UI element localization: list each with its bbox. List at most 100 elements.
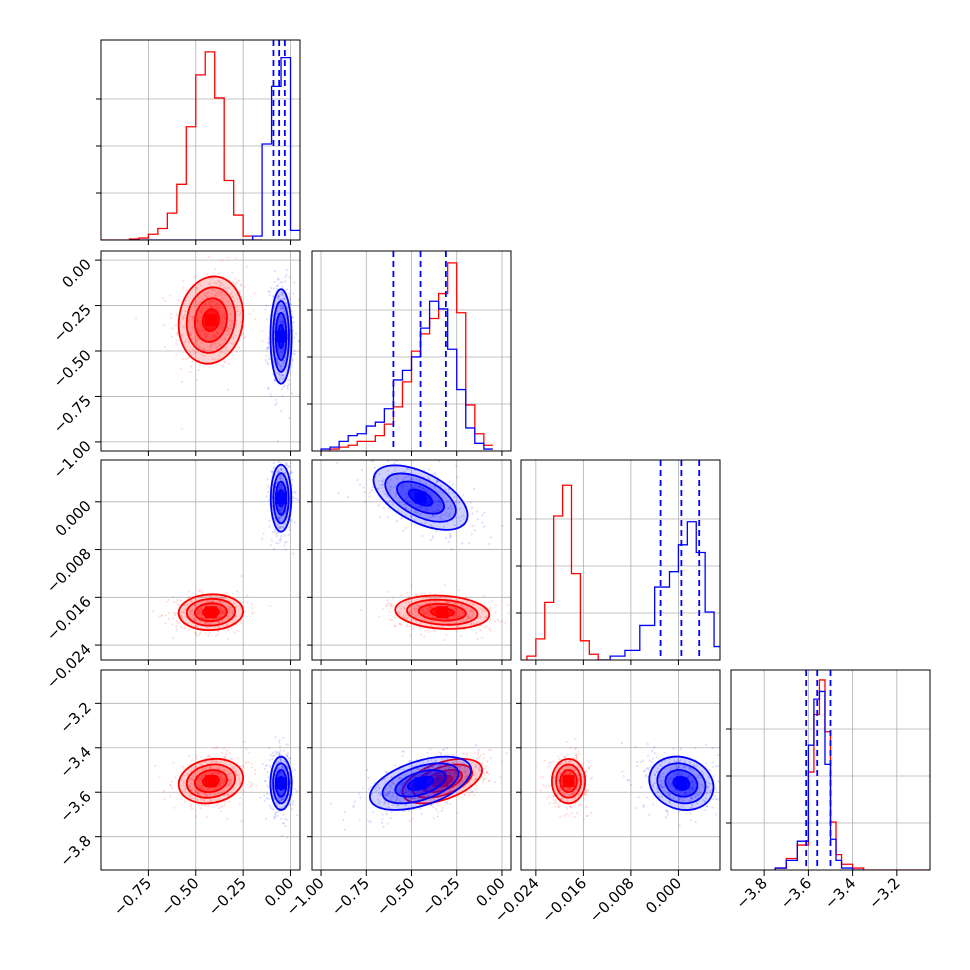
scatter-point bbox=[272, 470, 275, 473]
scatter-point bbox=[465, 775, 468, 779]
scatter-point bbox=[479, 770, 482, 773]
scatter-point bbox=[400, 487, 403, 490]
scatter-point bbox=[275, 402, 278, 405]
scatter-point bbox=[208, 283, 211, 286]
scatter-point bbox=[207, 755, 211, 758]
scatter-point bbox=[207, 772, 210, 775]
scatter-point bbox=[406, 616, 409, 620]
scatter-point bbox=[248, 751, 251, 754]
scatter-point bbox=[413, 797, 416, 800]
scatter-point bbox=[283, 376, 286, 379]
scatter-point bbox=[463, 793, 467, 796]
scatter-point bbox=[568, 805, 571, 808]
scatter-point bbox=[428, 798, 431, 801]
scatter-point bbox=[204, 334, 208, 337]
scatter-point bbox=[648, 813, 651, 816]
scatter-point bbox=[218, 798, 221, 801]
scatter-point bbox=[419, 773, 422, 776]
scatter-point bbox=[512, 612, 514, 614]
scatter-point bbox=[410, 478, 413, 481]
scatter-point bbox=[224, 337, 227, 340]
scatter-point bbox=[227, 637, 230, 640]
scatter-point bbox=[440, 758, 443, 761]
scatter-point bbox=[336, 461, 339, 464]
scatter-point bbox=[563, 814, 566, 817]
scatter-point bbox=[197, 612, 201, 615]
scatter-point bbox=[399, 485, 402, 488]
scatter-point bbox=[282, 759, 285, 762]
scatter-point bbox=[282, 379, 285, 382]
scatter-point bbox=[456, 625, 459, 628]
scatter-point bbox=[162, 297, 165, 300]
scatter-point bbox=[555, 768, 559, 772]
scatter-point bbox=[576, 794, 580, 797]
scatter-point bbox=[552, 776, 555, 780]
scatter-point bbox=[558, 758, 561, 761]
scatter-point bbox=[182, 781, 185, 785]
scatter-point bbox=[196, 321, 199, 324]
scatter-point bbox=[266, 347, 270, 350]
scatter-point bbox=[410, 797, 413, 800]
scatter-point bbox=[215, 331, 218, 334]
scatter-point bbox=[278, 741, 281, 744]
scatter-point bbox=[390, 775, 393, 779]
scatter-point bbox=[278, 378, 281, 381]
scatter-point bbox=[421, 598, 424, 601]
scatter-point bbox=[704, 800, 707, 803]
scatter-point bbox=[295, 497, 298, 500]
scatter-point bbox=[461, 780, 464, 783]
scatter-point bbox=[554, 800, 557, 803]
scatter-point bbox=[399, 790, 402, 793]
scatter-point bbox=[277, 460, 281, 463]
scatter-point bbox=[206, 787, 210, 790]
scatter-point bbox=[420, 522, 423, 525]
scatter-point bbox=[176, 599, 179, 602]
scatter-point bbox=[219, 596, 222, 600]
scatter-point bbox=[589, 777, 592, 780]
scatter-point bbox=[681, 798, 684, 801]
scatter-point bbox=[222, 611, 225, 614]
scatter-point bbox=[286, 818, 289, 821]
scatter-point bbox=[211, 287, 214, 290]
scatter-point bbox=[412, 627, 415, 630]
scatter-point bbox=[296, 498, 300, 501]
scatter-point bbox=[429, 773, 432, 776]
scatter-point bbox=[552, 798, 555, 801]
scatter-point bbox=[571, 812, 574, 815]
contour-red bbox=[177, 593, 245, 632]
scatter-point bbox=[410, 477, 413, 480]
scatter-point bbox=[677, 771, 680, 774]
scatter-point bbox=[286, 385, 289, 388]
scatter-point bbox=[498, 620, 502, 624]
scatter-point bbox=[414, 797, 417, 800]
scatter-point bbox=[227, 607, 230, 610]
scatter-point bbox=[212, 603, 215, 607]
scatter-point bbox=[290, 518, 293, 521]
scatter-point bbox=[429, 516, 432, 519]
scatter-point bbox=[181, 765, 184, 768]
scatter-point bbox=[281, 507, 284, 510]
scatter-point bbox=[188, 793, 191, 797]
scatter-point bbox=[279, 771, 283, 774]
scatter-point bbox=[290, 808, 293, 811]
scatter-point bbox=[476, 510, 479, 513]
scatter-point bbox=[346, 496, 350, 499]
scatter-point bbox=[418, 605, 421, 608]
scatter-point bbox=[400, 517, 403, 521]
scatter-point bbox=[425, 767, 428, 770]
scatter-point bbox=[450, 507, 453, 510]
scatter-point bbox=[207, 331, 210, 334]
scatter-point bbox=[181, 358, 184, 361]
scatter-point bbox=[280, 772, 283, 776]
scatter-point bbox=[282, 359, 285, 362]
scatter-point bbox=[199, 620, 202, 623]
scatter-point bbox=[460, 781, 463, 784]
scatter-point bbox=[267, 386, 270, 389]
scatter-point bbox=[427, 468, 430, 471]
scatter-point bbox=[250, 784, 253, 787]
scatter-point bbox=[220, 602, 223, 605]
scatter-point bbox=[368, 495, 371, 498]
scatter-point bbox=[480, 773, 483, 776]
scatter-point bbox=[468, 616, 471, 619]
scatter-point bbox=[476, 751, 480, 754]
